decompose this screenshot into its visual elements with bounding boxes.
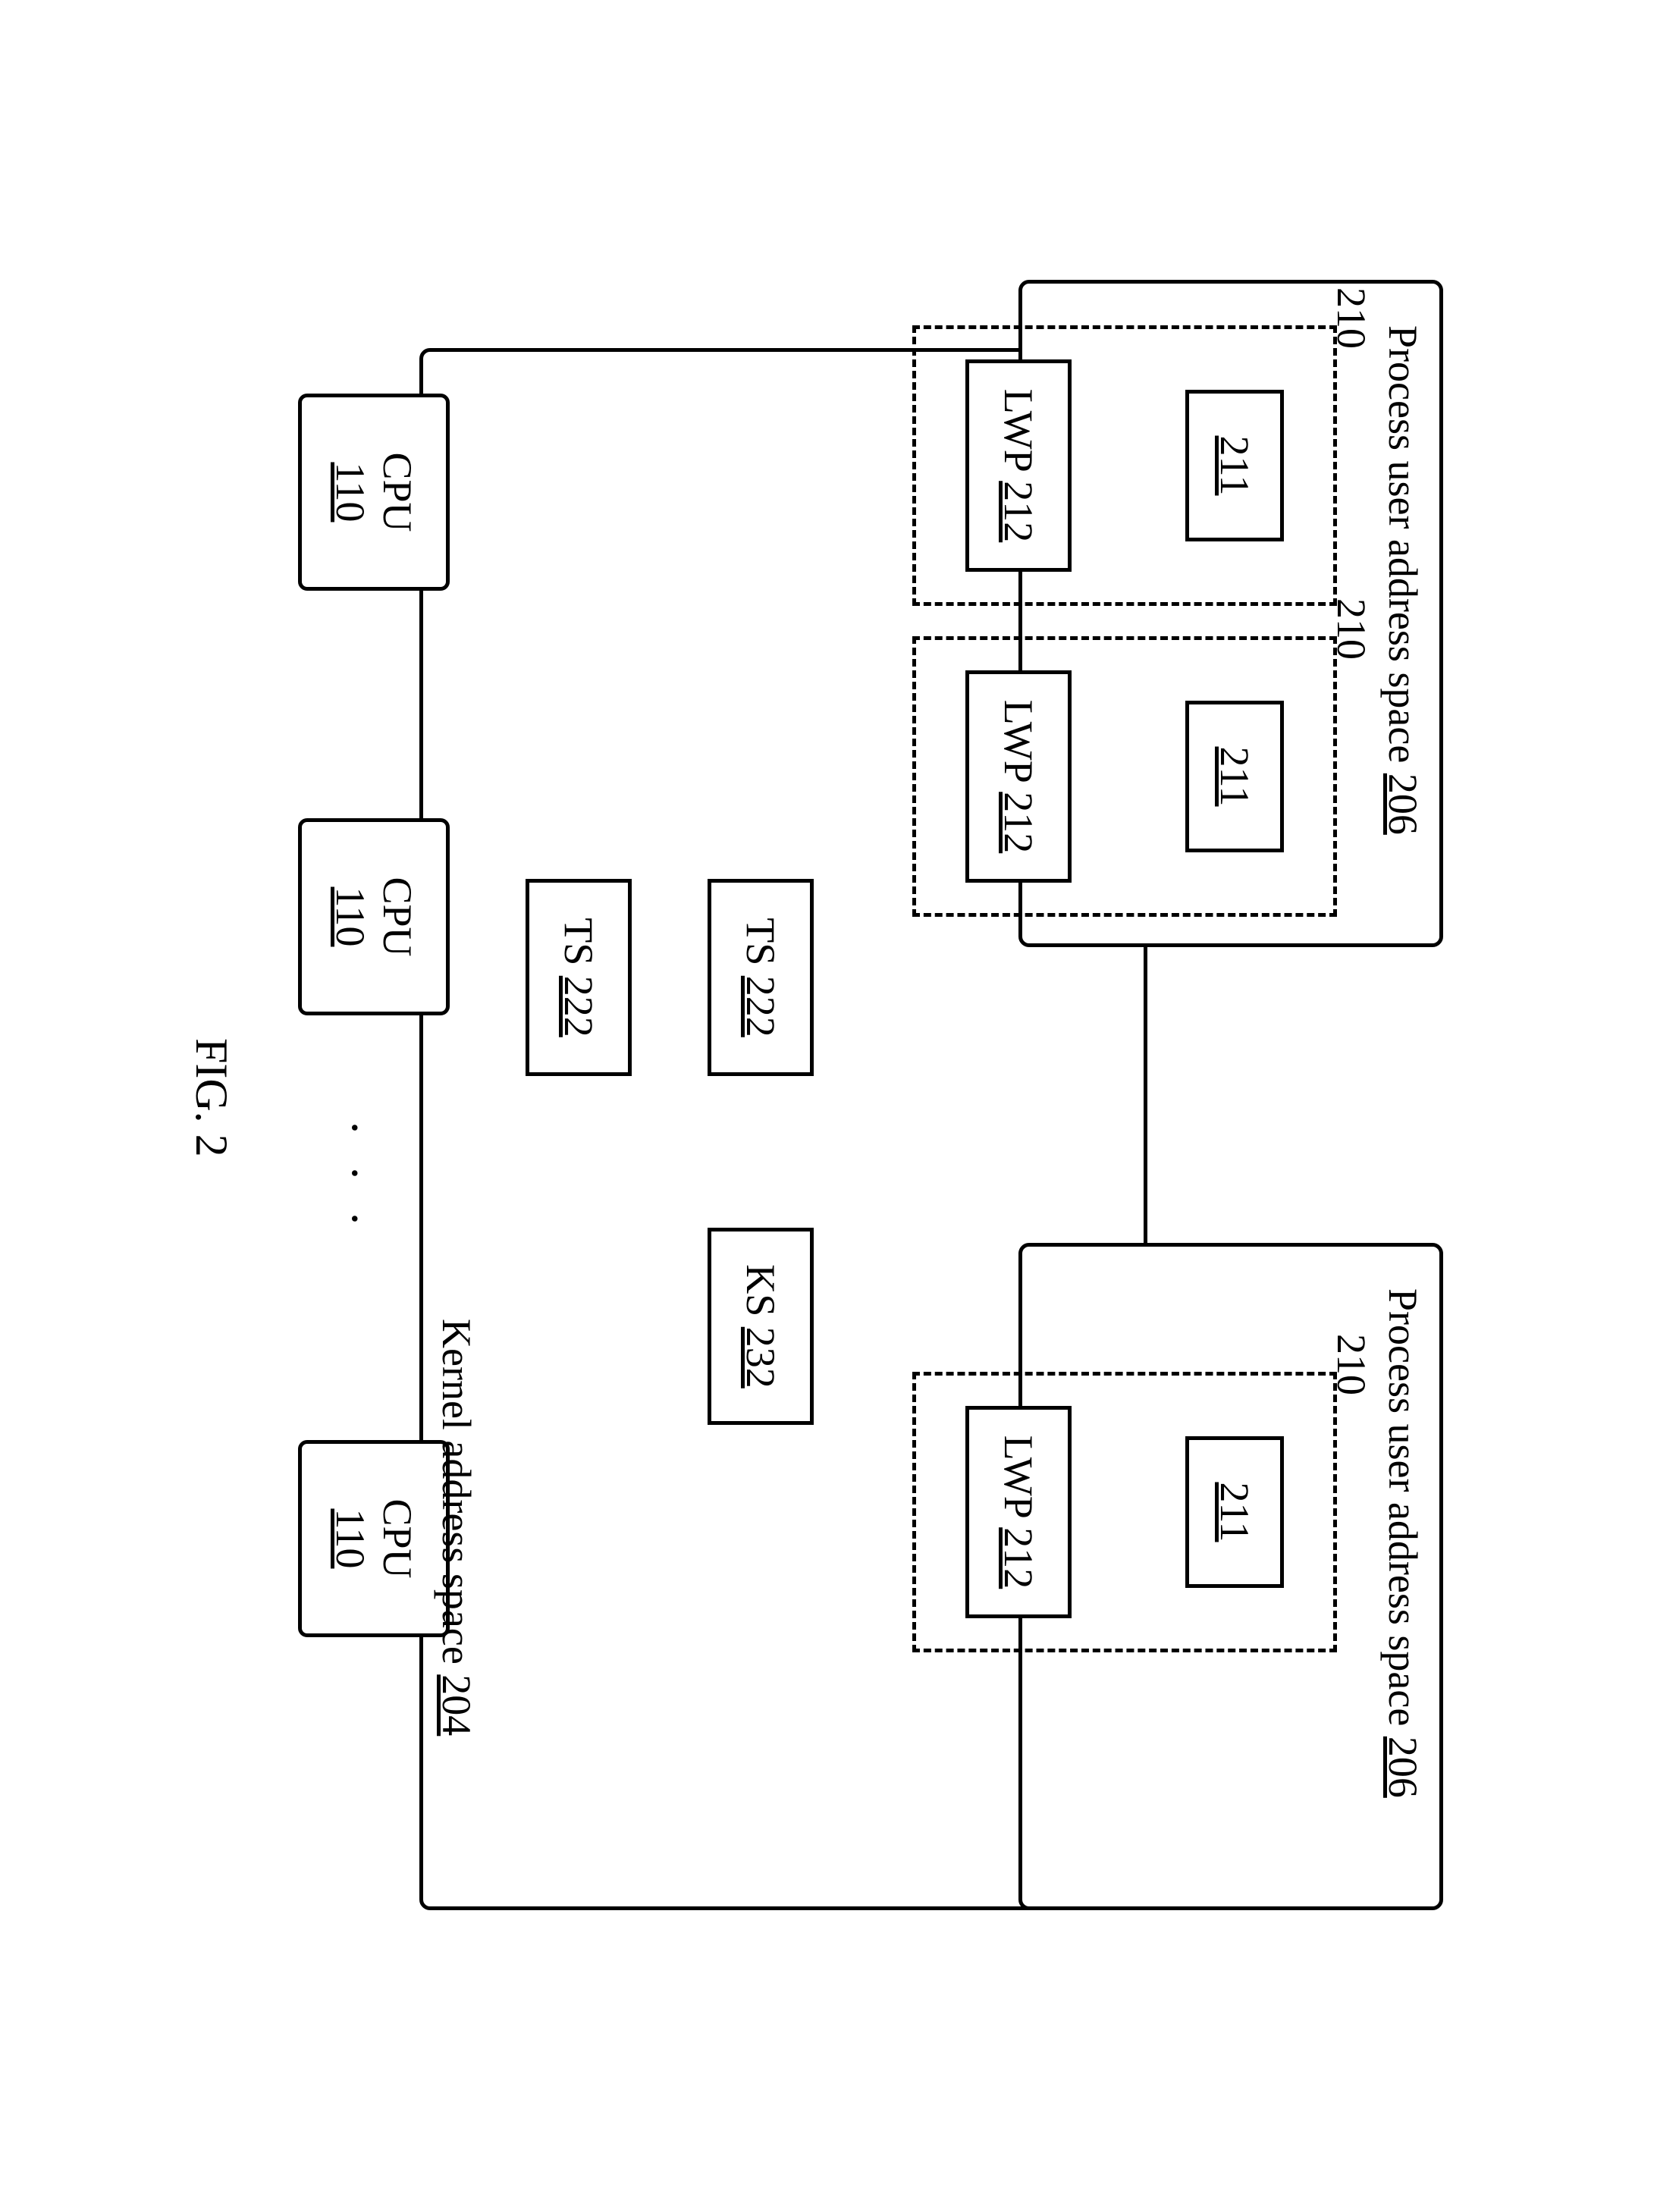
callout-210: 210 [1328,598,1375,660]
kernel-space-title: Kernel address space 204 [433,1319,480,1736]
callout-210: 210 [1328,1334,1375,1395]
process-user-space-title: Process user address space 206 [1379,325,1426,835]
process-user-space-title: Process user address space 206 [1379,1288,1426,1798]
user-thread-struct-211: 211 [1185,701,1284,852]
lwp-212: LWP 212 [965,359,1072,572]
cpu-110: CPU110 [298,818,450,1015]
cpu-ellipsis: . . . [341,1122,397,1235]
lwp-212: LWP 212 [965,1406,1072,1618]
figure-label: FIG. 2 [185,1038,237,1157]
ts-222: TS 222 [526,879,632,1076]
user-thread-struct-211: 211 [1185,1436,1284,1588]
ks-232: KS 232 [708,1228,814,1425]
cpu-110: CPU110 [298,394,450,591]
diagram-stage: 211 LWP 212 211 LWP 212 211 LWP 212 210 210 210 T… [146,196,1511,2016]
ts-222: TS 222 [708,879,814,1076]
lwp-212: LWP 212 [965,670,1072,883]
cpu-110: CPU110 [298,1440,450,1637]
user-thread-struct-211: 211 [1185,390,1284,541]
callout-210: 210 [1328,287,1375,349]
